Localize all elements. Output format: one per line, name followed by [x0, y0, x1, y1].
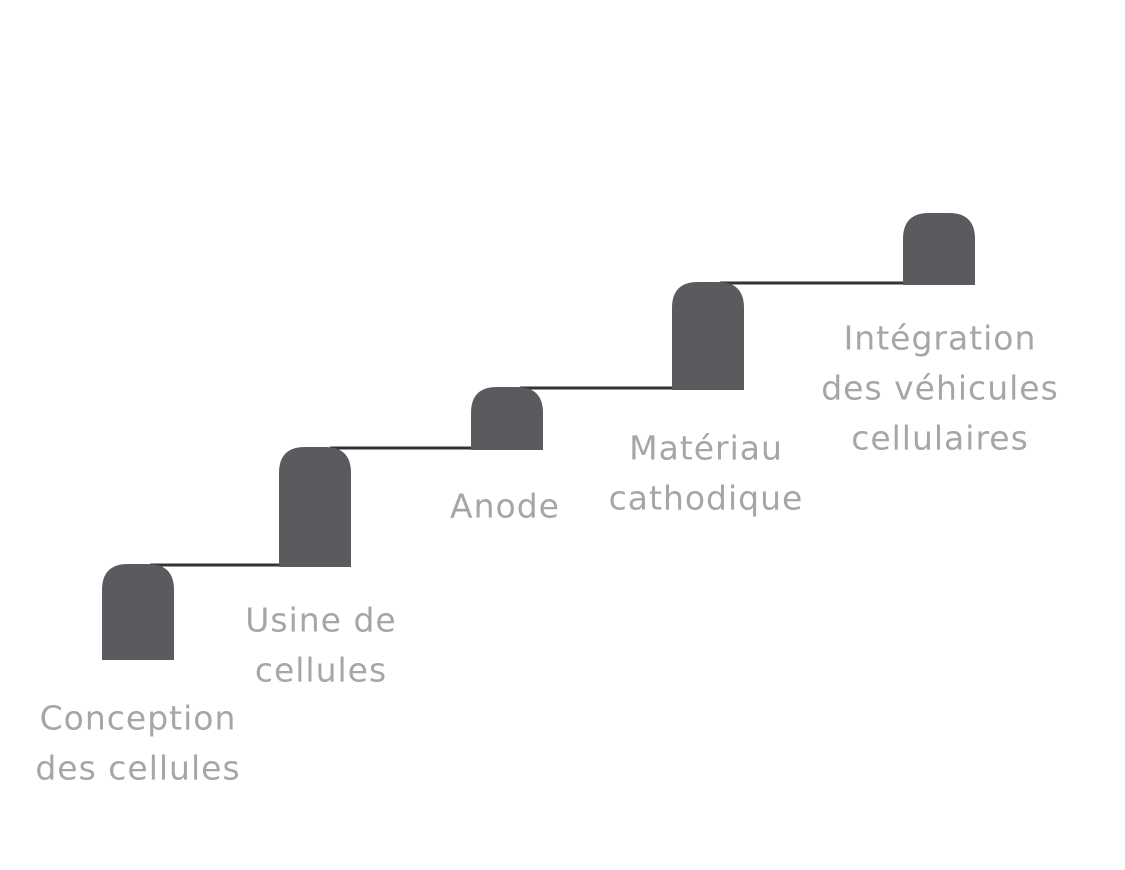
step-label: Matériau [629, 429, 783, 468]
step-label: Anode [450, 487, 560, 526]
step-block [471, 387, 543, 450]
step-label: des véhicules [821, 369, 1059, 408]
step-label: cellules [255, 651, 387, 690]
step-label: cathodique [609, 479, 804, 518]
step-block [279, 447, 351, 567]
step-block [903, 213, 975, 285]
step-label: cellulaires [851, 419, 1029, 458]
step-label: Usine de [245, 601, 396, 640]
step-label: Intégration [844, 319, 1037, 358]
step-label: Conception [40, 699, 237, 738]
step-label: des cellules [35, 749, 240, 788]
step-block [672, 282, 744, 390]
step-block [102, 564, 174, 660]
